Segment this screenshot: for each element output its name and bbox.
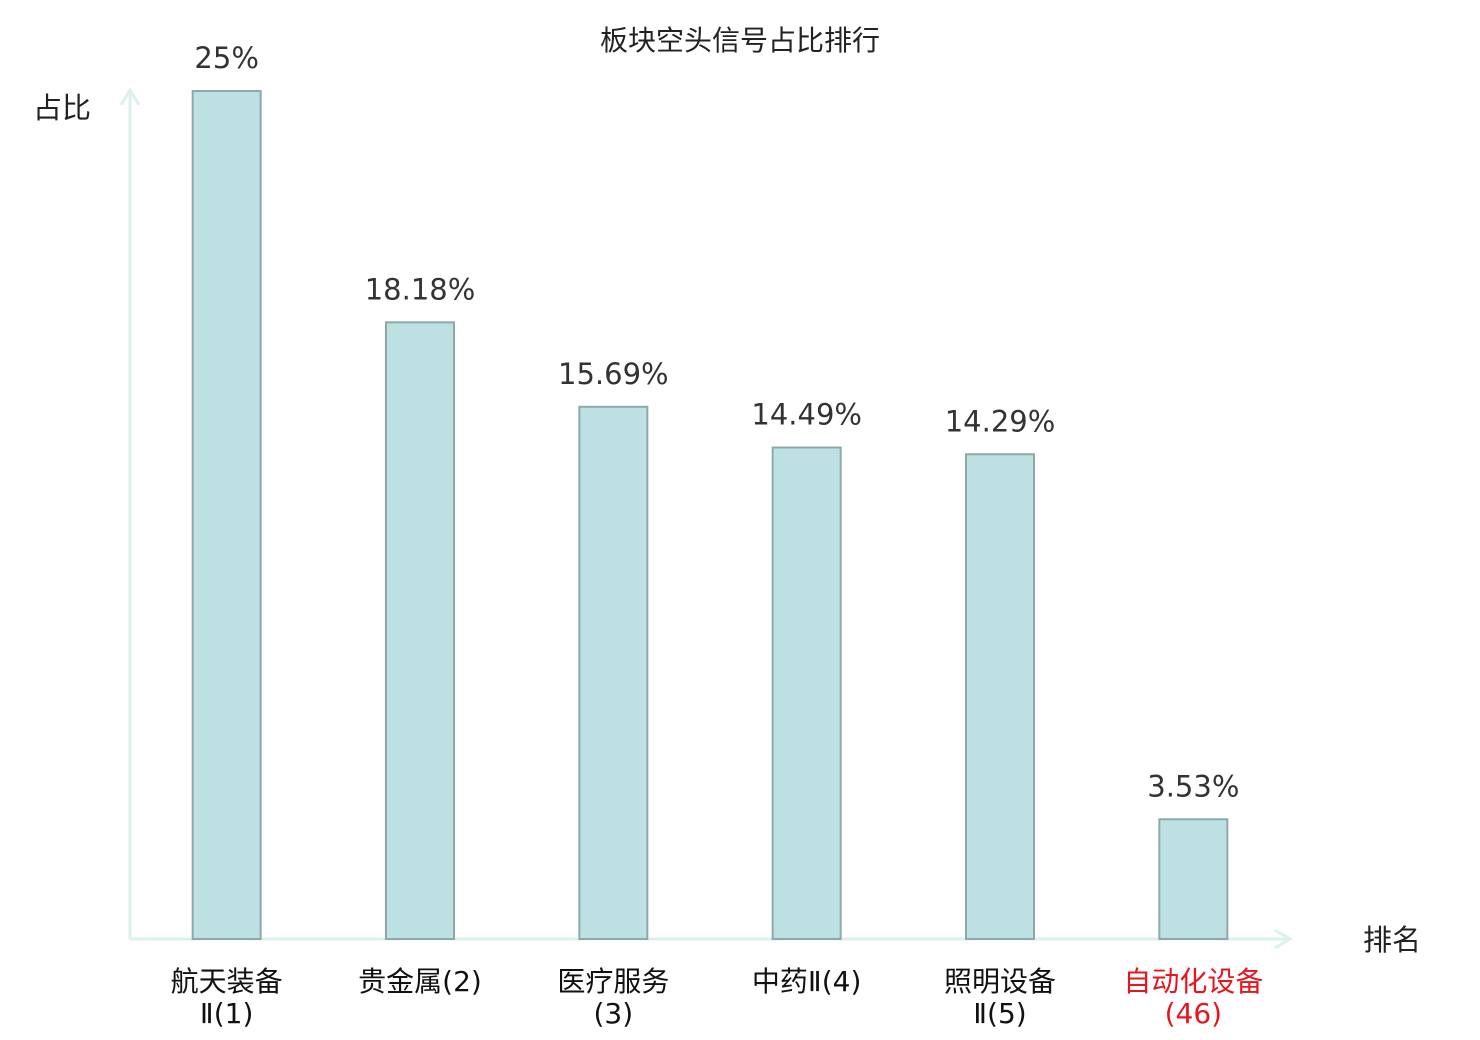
x-tick-label: 医疗服务(3) xyxy=(557,965,670,1030)
x-axis-label: 排名 xyxy=(1363,923,1421,957)
bar xyxy=(1158,818,1229,940)
x-axis-arrow xyxy=(1274,928,1293,950)
bar xyxy=(771,446,842,940)
bar xyxy=(191,90,262,940)
x-tick-label: 自动化设备(46) xyxy=(1123,965,1264,1030)
value-label: 3.53% xyxy=(1147,769,1239,803)
bar xyxy=(578,405,649,940)
value-label: 25% xyxy=(194,41,258,75)
bar xyxy=(385,321,455,940)
x-tick-label: 中药Ⅱ(4) xyxy=(751,965,862,998)
value-label: 14.49% xyxy=(751,397,862,431)
x-tick-label: 照明设备Ⅱ(5) xyxy=(943,965,1056,1030)
bar xyxy=(965,453,1035,940)
x-tick-label: 航天装备Ⅱ(1) xyxy=(170,965,283,1030)
chart-title: 板块空头信号占比排行 xyxy=(600,24,880,57)
value-label: 15.69% xyxy=(558,357,669,391)
x-tick-label: 贵金属(2) xyxy=(358,965,482,998)
value-label: 14.29% xyxy=(945,404,1056,438)
y-axis-label: 占比 xyxy=(33,91,91,125)
value-label: 18.18% xyxy=(365,272,476,306)
y-axis-arrow xyxy=(119,87,141,106)
